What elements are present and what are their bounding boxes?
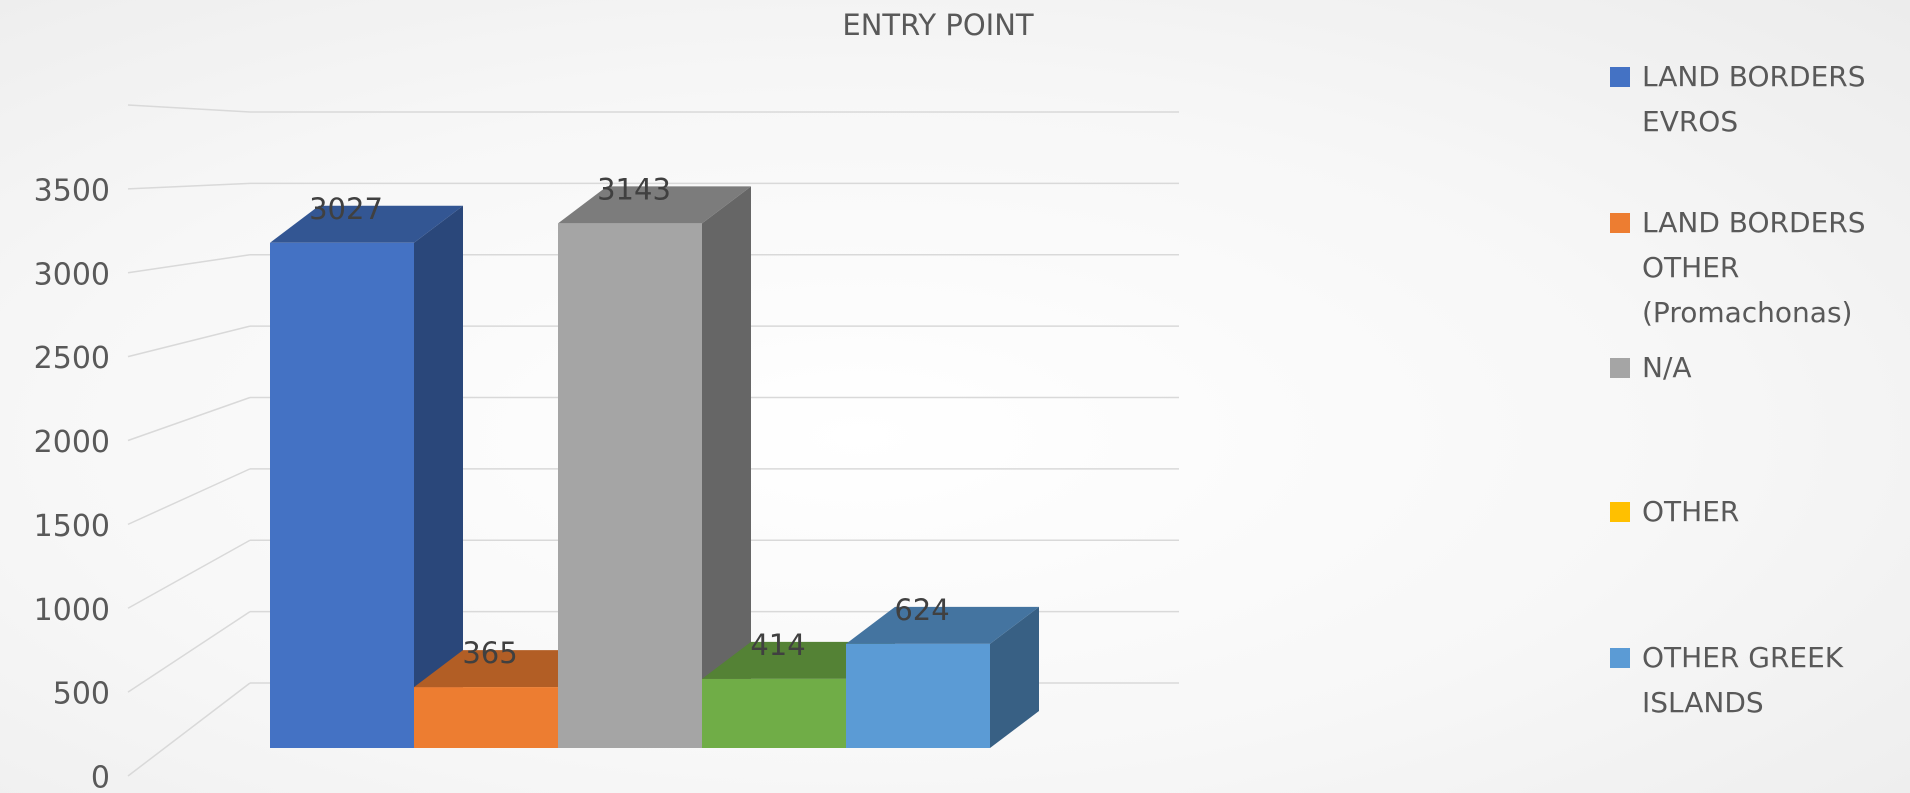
legend-entry: OTHER GREEK ISLANDS (1610, 635, 1900, 725)
grid-line (127, 104, 251, 113)
data-label: 414 (750, 628, 805, 662)
bar (414, 687, 558, 748)
legend-entry: N/A (1610, 345, 1900, 390)
bar-side (702, 186, 751, 749)
grid-line (127, 396, 251, 442)
legend-entry: OTHER (1610, 489, 1900, 534)
chart-title: ENTRY POINT (842, 8, 1034, 42)
legend-swatch (1610, 67, 1630, 87)
bar-top (846, 606, 1039, 644)
legend-label: LAND BORDERS EVROS (1642, 60, 1866, 138)
grid-line (127, 468, 251, 526)
y-tick-label: 2000 (34, 425, 110, 460)
bar-side (990, 606, 1039, 748)
grid-line (127, 682, 251, 777)
y-tick-label: 1500 (34, 509, 110, 544)
y-tick-label: 2500 (34, 341, 110, 376)
legend-label: OTHER (1642, 495, 1740, 528)
legend-label: LAND BORDERS OTHER (Promachonas) (1642, 206, 1866, 329)
bar (558, 223, 702, 749)
legend-label: N/A (1642, 351, 1692, 384)
data-label: 365 (462, 636, 517, 670)
legend-swatch (1610, 648, 1630, 668)
legend-entry: LAND BORDERS OTHER (Promachonas) (1610, 200, 1900, 335)
legend-swatch (1610, 213, 1630, 233)
bar-top (558, 186, 751, 224)
data-label: 3143 (597, 172, 671, 206)
grid-line (127, 325, 251, 358)
grid-line (127, 254, 251, 274)
grid-line (127, 182, 251, 190)
data-label: 624 (894, 593, 949, 627)
bar-top (270, 205, 463, 243)
bar-side (414, 205, 463, 748)
legend-swatch (1610, 358, 1630, 378)
legend-label: OTHER GREEK ISLANDS (1642, 641, 1844, 719)
grid-line (127, 610, 251, 693)
y-tick-label: 500 (53, 677, 110, 712)
legend-entry: LAND BORDERS EVROS (1610, 54, 1900, 144)
y-tick-label: 1000 (34, 593, 110, 628)
bar (702, 678, 846, 748)
y-tick-label: 3000 (34, 257, 110, 292)
y-tick-label: 0 (91, 761, 110, 793)
y-tick-label: 3500 (34, 173, 110, 208)
grid-line (127, 539, 251, 609)
data-label: 3027 (309, 192, 383, 226)
bar (846, 643, 990, 748)
bar (270, 242, 414, 748)
legend-swatch (1610, 502, 1630, 522)
